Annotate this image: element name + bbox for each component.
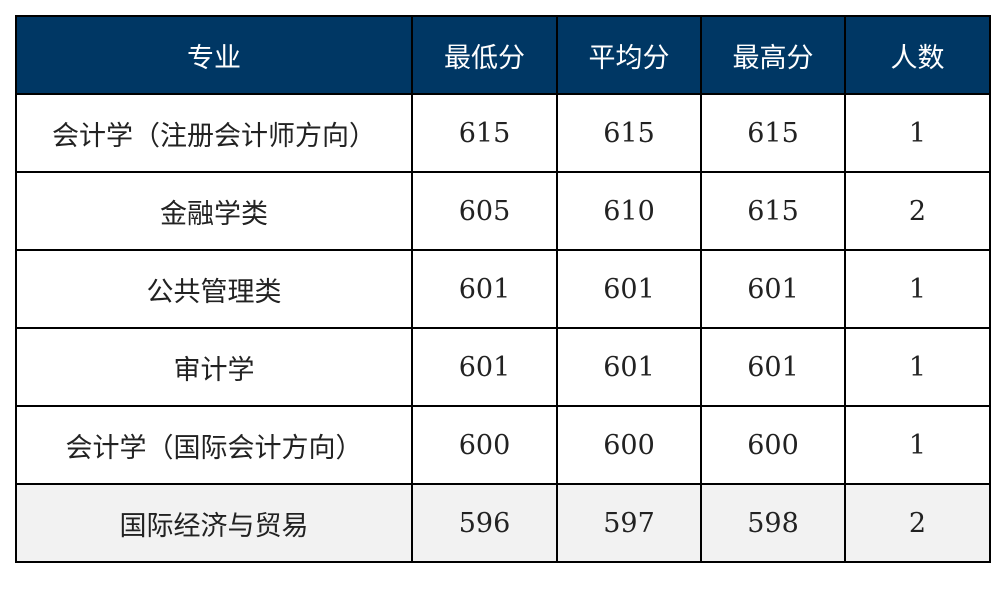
table-row: 会计学（国际会计方向） 600 600 600 1 bbox=[15, 405, 991, 485]
header-avg-score: 平均分 bbox=[556, 15, 702, 95]
cell-min-score: 601 bbox=[411, 249, 558, 329]
cell-min-score: 605 bbox=[411, 171, 558, 251]
cell-major: 审计学 bbox=[15, 327, 413, 407]
cell-major: 国际经济与贸易 bbox=[15, 483, 413, 563]
cell-max-score: 615 bbox=[700, 171, 846, 251]
cell-avg-score: 597 bbox=[556, 483, 702, 563]
header-count: 人数 bbox=[844, 15, 991, 95]
cell-avg-score: 610 bbox=[556, 171, 702, 251]
cell-count: 2 bbox=[844, 171, 991, 251]
cell-count: 1 bbox=[844, 93, 991, 173]
cell-major: 金融学类 bbox=[15, 171, 413, 251]
header-major: 专业 bbox=[15, 15, 413, 95]
cell-max-score: 600 bbox=[700, 405, 846, 485]
cell-count: 1 bbox=[844, 327, 991, 407]
header-row: 专业 最低分 平均分 最高分 人数 bbox=[15, 15, 991, 95]
cell-max-score: 601 bbox=[700, 327, 846, 407]
cell-count: 2 bbox=[844, 483, 991, 563]
cell-min-score: 600 bbox=[411, 405, 558, 485]
table-row: 公共管理类 601 601 601 1 bbox=[15, 249, 991, 329]
table-row: 国际经济与贸易 596 597 598 2 bbox=[15, 483, 991, 563]
table-row: 审计学 601 601 601 1 bbox=[15, 327, 991, 407]
cell-avg-score: 601 bbox=[556, 249, 702, 329]
cell-max-score: 601 bbox=[700, 249, 846, 329]
cell-avg-score: 615 bbox=[556, 93, 702, 173]
cell-major: 公共管理类 bbox=[15, 249, 413, 329]
cell-max-score: 598 bbox=[700, 483, 846, 563]
header-max-score: 最高分 bbox=[700, 15, 846, 95]
cell-count: 1 bbox=[844, 249, 991, 329]
table-row: 金融学类 605 610 615 2 bbox=[15, 171, 991, 251]
table-row: 会计学（注册会计师方向） 615 615 615 1 bbox=[15, 93, 991, 173]
cell-min-score: 615 bbox=[411, 93, 558, 173]
header-min-score: 最低分 bbox=[411, 15, 558, 95]
cell-major: 会计学（国际会计方向） bbox=[15, 405, 413, 485]
cell-min-score: 601 bbox=[411, 327, 558, 407]
cell-major: 会计学（注册会计师方向） bbox=[15, 93, 413, 173]
cell-min-score: 596 bbox=[411, 483, 558, 563]
cell-avg-score: 601 bbox=[556, 327, 702, 407]
cell-avg-score: 600 bbox=[556, 405, 702, 485]
cell-max-score: 615 bbox=[700, 93, 846, 173]
cell-count: 1 bbox=[844, 405, 991, 485]
score-table: 专业 最低分 平均分 最高分 人数 会计学（注册会计师方向） 615 615 615 1… bbox=[15, 15, 991, 563]
